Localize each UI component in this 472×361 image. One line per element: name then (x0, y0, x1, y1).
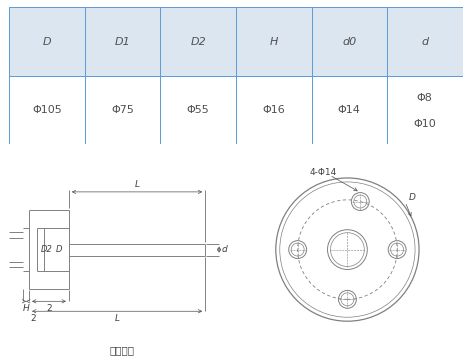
Text: Φ14: Φ14 (338, 105, 361, 115)
Text: 2: 2 (46, 304, 52, 313)
Text: 2: 2 (30, 314, 36, 323)
Text: D2: D2 (190, 36, 206, 47)
Bar (160, 7, 236, 76)
Text: Φ16: Φ16 (262, 105, 285, 115)
Bar (236, 7, 312, 76)
Text: D: D (56, 245, 62, 254)
Text: d: d (221, 245, 227, 254)
Bar (85, 7, 160, 76)
Text: d0: d0 (342, 36, 356, 47)
Bar (312, 76, 387, 144)
Text: D: D (409, 193, 416, 203)
Text: 固定法兰: 固定法兰 (110, 345, 135, 355)
Text: H: H (23, 304, 29, 313)
Text: 4-Φ14: 4-Φ14 (310, 169, 337, 178)
Text: Φ8: Φ8 (417, 93, 433, 103)
Text: D: D (43, 36, 51, 47)
Text: D2: D2 (41, 245, 53, 254)
Text: L: L (135, 180, 140, 189)
Bar (9, 7, 85, 76)
Text: Φ10: Φ10 (413, 119, 436, 129)
Bar (312, 7, 387, 76)
Bar (160, 76, 236, 144)
Bar (236, 76, 312, 144)
Text: L: L (115, 314, 119, 323)
Bar (9, 76, 85, 144)
Text: Φ75: Φ75 (111, 105, 134, 115)
Text: d: d (421, 36, 429, 47)
Bar (85, 76, 160, 144)
Bar (387, 7, 463, 76)
Bar (387, 76, 463, 144)
Text: Φ105: Φ105 (32, 105, 62, 115)
Text: H: H (270, 36, 278, 47)
Text: Φ55: Φ55 (187, 105, 210, 115)
Text: D1: D1 (115, 36, 131, 47)
